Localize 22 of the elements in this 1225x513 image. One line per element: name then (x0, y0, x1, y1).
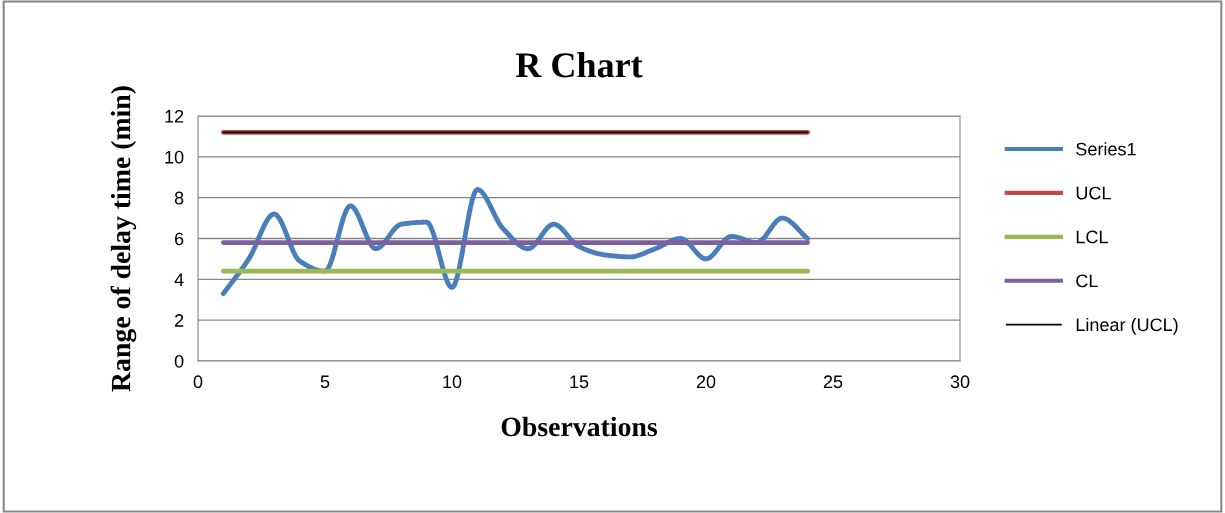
legend-label: CL (1076, 274, 1098, 288)
y-axis-title: Range of delay time (min) (110, 86, 137, 392)
x-axis-title: Observations (501, 416, 658, 437)
x-tick-label: 5 (320, 375, 330, 389)
y-tick-label: 10 (165, 150, 184, 164)
y-tick-label: 12 (165, 109, 184, 123)
legend-label: Linear (UCL) (1076, 317, 1178, 335)
y-tick-label: 2 (174, 314, 184, 327)
x-tick-label: 0 (193, 375, 203, 389)
x-tick-label: 15 (570, 375, 589, 389)
x-tick-label: 10 (443, 375, 462, 389)
chart-title: R Chart (515, 52, 643, 78)
y-tick-label: 6 (174, 232, 184, 246)
legend-label: Series1 (1076, 142, 1136, 156)
legend-label: LCL (1076, 230, 1108, 244)
x-tick-label: 30 (950, 375, 970, 389)
x-tick-label: 25 (823, 375, 843, 389)
y-tick-label: 8 (174, 191, 184, 205)
x-tick-label: 20 (696, 375, 716, 389)
legend-label: UCL (1076, 186, 1111, 200)
y-tick-label: 4 (174, 273, 184, 286)
y-tick-label: 0 (174, 354, 184, 368)
